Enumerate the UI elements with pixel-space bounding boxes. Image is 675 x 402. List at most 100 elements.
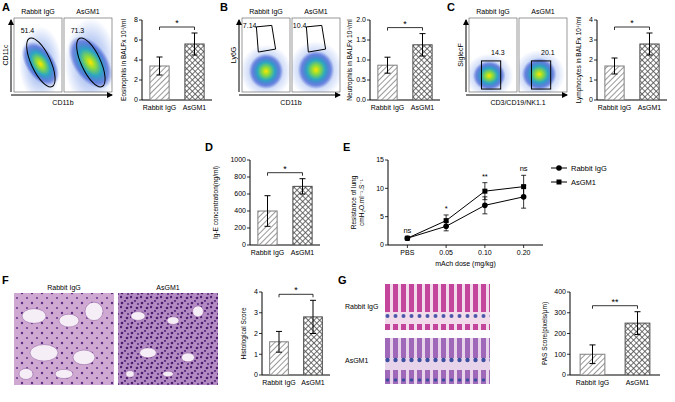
tick-label: 6 — [134, 36, 138, 43]
bar-chart: D02004006008001000Rabbit IgGAsGM1Ig-E co… — [205, 141, 320, 257]
gate-value: 14.3 — [491, 49, 505, 56]
y-label: cmH₂O.ml⁻¹.S⁻¹ — [358, 178, 365, 226]
gate — [71, 34, 111, 90]
category-label: PBS — [400, 249, 414, 256]
category-label: AsGM1 — [626, 379, 649, 386]
tick — [367, 100, 370, 101]
bar-chart: 01234Rabbit IgGAsGM1Histological Score* — [240, 285, 330, 387]
error-bar — [521, 175, 526, 198]
panel-letter: D — [205, 141, 213, 153]
line-chart: E051015PBS0.050.100.20mAch dose (mg/kg)R… — [343, 141, 607, 268]
category-label: AsGM1 — [638, 104, 661, 111]
image — [14, 293, 114, 385]
tick — [484, 245, 485, 248]
category-label: 0.05 — [439, 249, 453, 256]
y-label: PAS Score(pixels/μm) — [541, 302, 549, 365]
tick-label: 4 — [134, 56, 138, 63]
tick — [139, 20, 142, 21]
density-halo — [292, 41, 340, 92]
tick — [139, 40, 142, 41]
tick-label: 0 — [242, 241, 246, 248]
marker — [405, 235, 411, 241]
tick — [385, 245, 388, 246]
error-bar — [265, 196, 271, 227]
category-label: 0.20 — [517, 249, 531, 256]
marker — [557, 180, 562, 185]
gate — [306, 25, 325, 52]
significance: * — [294, 285, 298, 295]
alveolus — [30, 345, 58, 362]
tick-label: 4 — [254, 288, 258, 295]
bar-chart: 02468Rabbit IgGAsGM1Eosinophils in BALFx… — [120, 16, 212, 112]
alveolus — [126, 371, 134, 378]
tick — [367, 40, 370, 41]
y-label: CD11c — [2, 44, 9, 65]
y-label: Eosinophils in BALFx 10⁴/ml — [120, 18, 128, 100]
density — [469, 18, 517, 92]
error-bar — [444, 215, 449, 226]
image-label: Rabbit IgG — [47, 284, 80, 292]
tick-label: 0 — [254, 371, 258, 378]
figure: ARabbit IgG51.4AsGM171.3CD11cCD11b02468R… — [0, 0, 675, 402]
tick — [594, 40, 597, 41]
tick-label: 15 — [376, 156, 384, 163]
tick — [247, 177, 250, 178]
y-label: Resistance of lung — [350, 175, 358, 229]
x-label: CD11b — [52, 99, 73, 106]
figure-root: ARabbit IgG51.4AsGM171.3CD11cCD11b02468R… — [0, 0, 675, 402]
error-bar — [385, 57, 391, 73]
series-line — [407, 187, 523, 239]
tick-label: 5 — [380, 213, 384, 220]
tick-label: 1000 — [230, 156, 246, 163]
density-core — [473, 61, 506, 91]
tick-label: 4 — [589, 16, 593, 23]
panel-letter: F — [2, 274, 9, 286]
tick — [367, 20, 370, 21]
plot-frame — [242, 18, 290, 92]
tick-label: 1.0 — [356, 56, 366, 63]
panel-letter: C — [447, 1, 455, 13]
tick — [367, 60, 370, 61]
marks — [270, 300, 323, 375]
error-bar — [276, 331, 282, 352]
plot-frame — [469, 18, 517, 92]
marks — [605, 33, 659, 100]
category-label: Rabbit IgG — [143, 104, 176, 112]
tick — [139, 80, 142, 81]
error-bar — [647, 33, 653, 55]
tick-label: 0.5 — [356, 76, 366, 83]
axis-arrow — [466, 20, 467, 92]
tick-label: 300 — [554, 309, 566, 316]
panel-letter: A — [2, 1, 10, 13]
category-label: 0.10 — [478, 249, 492, 256]
density-core — [249, 54, 284, 90]
density — [64, 18, 112, 92]
marker — [482, 189, 487, 194]
significance: * — [630, 18, 634, 28]
y-label: Ly6G — [230, 47, 238, 63]
y-label: Lymphocytes in BALFx 10⁴/ml — [575, 16, 583, 103]
gate — [531, 61, 550, 89]
x-label: CD3/CD19/NK1.1 — [490, 99, 545, 106]
tick — [407, 245, 408, 248]
plot-frame — [519, 18, 567, 92]
series-line — [407, 197, 523, 238]
error-bar — [590, 345, 596, 364]
tick — [259, 333, 262, 334]
image — [385, 284, 490, 330]
error-bar — [482, 183, 487, 200]
flow-plot: CRabbit IgG14.3AsGM120.1SiglecFCD3/CD19/… — [447, 1, 567, 106]
tick — [247, 211, 250, 212]
density-core — [14, 35, 62, 92]
marker — [521, 184, 526, 189]
error-bar — [420, 34, 426, 56]
category-label: AsGM1 — [291, 249, 314, 256]
category-label: Rabbit IgG — [371, 104, 404, 112]
tick-label: 0 — [380, 241, 384, 248]
tick — [247, 160, 250, 161]
image-label: Rabbit IgG — [345, 303, 378, 311]
tick-label: 400 — [554, 288, 566, 295]
image — [118, 293, 218, 385]
tick-label: 0 — [589, 96, 593, 103]
tick — [259, 312, 262, 313]
